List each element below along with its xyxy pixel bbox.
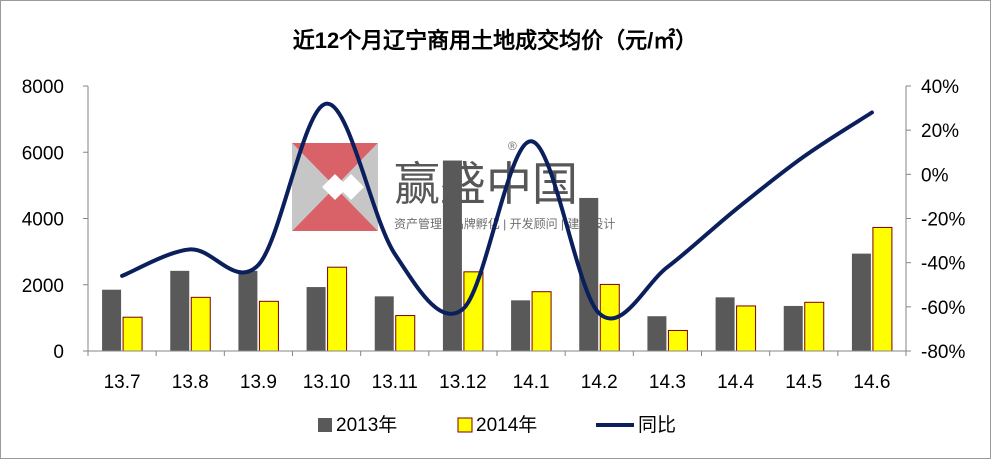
right-tick-label: -80% bbox=[921, 342, 965, 363]
bar-2013 bbox=[784, 306, 803, 351]
x-tick-label: 14.3 bbox=[649, 372, 686, 393]
bar-2013 bbox=[102, 290, 121, 351]
bar-2013 bbox=[511, 300, 530, 351]
left-tick-label: 4000 bbox=[22, 210, 64, 231]
bar-2013 bbox=[647, 316, 666, 351]
right-tick-label: 20% bbox=[921, 121, 959, 142]
legend-label-yoy: 同比 bbox=[638, 414, 676, 436]
x-tick-label: 13.8 bbox=[172, 372, 209, 393]
watermark-title: 赢盛中国 bbox=[394, 157, 578, 211]
bar-2014 bbox=[873, 227, 892, 351]
legend-label-2014: 2014年 bbox=[476, 414, 537, 436]
bar-2013 bbox=[238, 271, 257, 351]
x-tick-label: 14.6 bbox=[853, 372, 890, 393]
bar-2014 bbox=[805, 302, 824, 351]
left-tick-label: 6000 bbox=[22, 143, 64, 164]
bar-2014 bbox=[123, 317, 142, 351]
right-tick-label: -20% bbox=[921, 210, 965, 231]
x-tick-label: 13.10 bbox=[303, 372, 351, 393]
x-tick-label: 14.2 bbox=[581, 372, 618, 393]
left-tick-label: 2000 bbox=[22, 276, 64, 297]
bar-2013 bbox=[716, 297, 735, 351]
right-tick-label: -60% bbox=[921, 298, 965, 319]
bar-2014 bbox=[464, 272, 483, 351]
bar-2013 bbox=[443, 161, 462, 351]
x-tick-label: 13.9 bbox=[240, 372, 277, 393]
right-tick-label: 40% bbox=[921, 77, 959, 98]
bar-2014 bbox=[328, 267, 347, 351]
bar-2014 bbox=[259, 301, 278, 351]
x-tick-label: 13.7 bbox=[104, 372, 141, 393]
bar-2014 bbox=[396, 316, 415, 351]
bar-2013 bbox=[170, 271, 189, 351]
bar-2013 bbox=[307, 287, 326, 351]
bar-2014 bbox=[191, 297, 210, 351]
left-tick-label: 0 bbox=[53, 342, 64, 363]
watermark-registered-mark: ® bbox=[508, 139, 517, 153]
right-tick-label: -40% bbox=[921, 254, 965, 275]
x-tick-label: 13.11 bbox=[372, 372, 418, 393]
legend-swatch-2013 bbox=[318, 418, 332, 432]
bar-2013 bbox=[375, 296, 394, 351]
right-tick-label: 0% bbox=[921, 165, 949, 186]
legend-label-2013: 2013年 bbox=[336, 414, 397, 436]
bar-2014 bbox=[737, 306, 756, 351]
bar-2014 bbox=[532, 292, 551, 351]
x-tick-label: 14.5 bbox=[785, 372, 822, 393]
x-tick-label: 14.1 bbox=[513, 372, 550, 393]
legend-swatch-2014 bbox=[458, 418, 472, 432]
x-tick-label: 13.12 bbox=[439, 372, 487, 393]
left-tick-label: 8000 bbox=[22, 77, 64, 98]
chart-title: 近12个月辽宁商用土地成交均价（元/㎡） bbox=[293, 28, 698, 53]
x-tick-label: 14.4 bbox=[717, 372, 754, 393]
bar-2013 bbox=[852, 254, 871, 351]
bar-2014 bbox=[668, 330, 687, 351]
